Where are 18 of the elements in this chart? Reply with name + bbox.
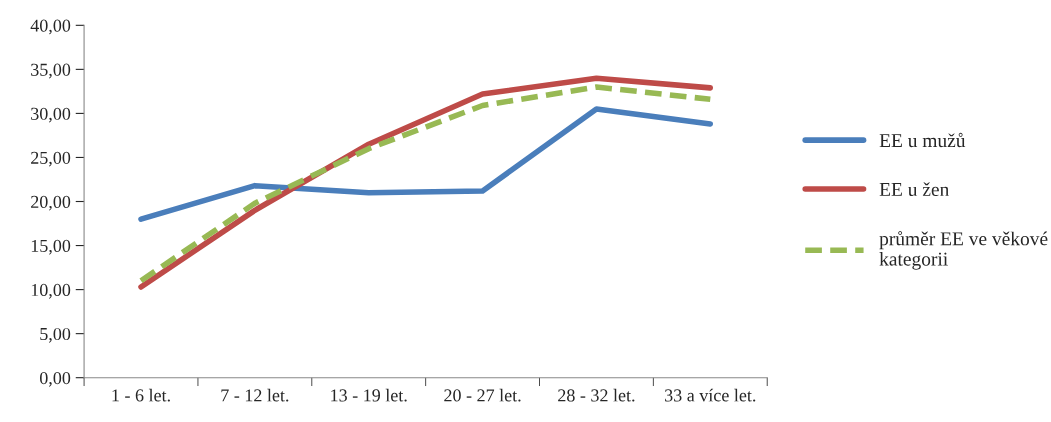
x-tick-label: 1 - 6 let. bbox=[112, 388, 170, 402]
x-tick-label: 20 - 27 let. bbox=[444, 388, 521, 402]
x-tick-label: 28 - 32 let. bbox=[558, 388, 635, 402]
y-tick-label: 20,00 bbox=[31, 195, 71, 211]
y-tick-label: 30,00 bbox=[31, 107, 71, 123]
legend-label: EE u mužů bbox=[879, 132, 966, 148]
y-tick-label: 40,00 bbox=[30, 19, 71, 35]
y-tick-label: 0,00 bbox=[39, 371, 71, 387]
x-tick-label: 7 - 12 let. bbox=[221, 388, 289, 402]
y-tick-label: 15,00 bbox=[31, 239, 71, 255]
x-tick-label: 33 a více let. bbox=[665, 388, 756, 402]
y-tick-label: 25,00 bbox=[31, 151, 71, 167]
y-tick-label: 35,00 bbox=[31, 63, 71, 79]
legend-label: EE u žen bbox=[879, 182, 949, 196]
x-tick-label: 13 - 19 let. bbox=[331, 388, 407, 402]
y-tick-label: 10,00 bbox=[31, 283, 71, 299]
y-tick-label: 5,00 bbox=[40, 327, 71, 343]
legend-label: průměr EE ve věkové kategorii bbox=[879, 231, 1048, 270]
